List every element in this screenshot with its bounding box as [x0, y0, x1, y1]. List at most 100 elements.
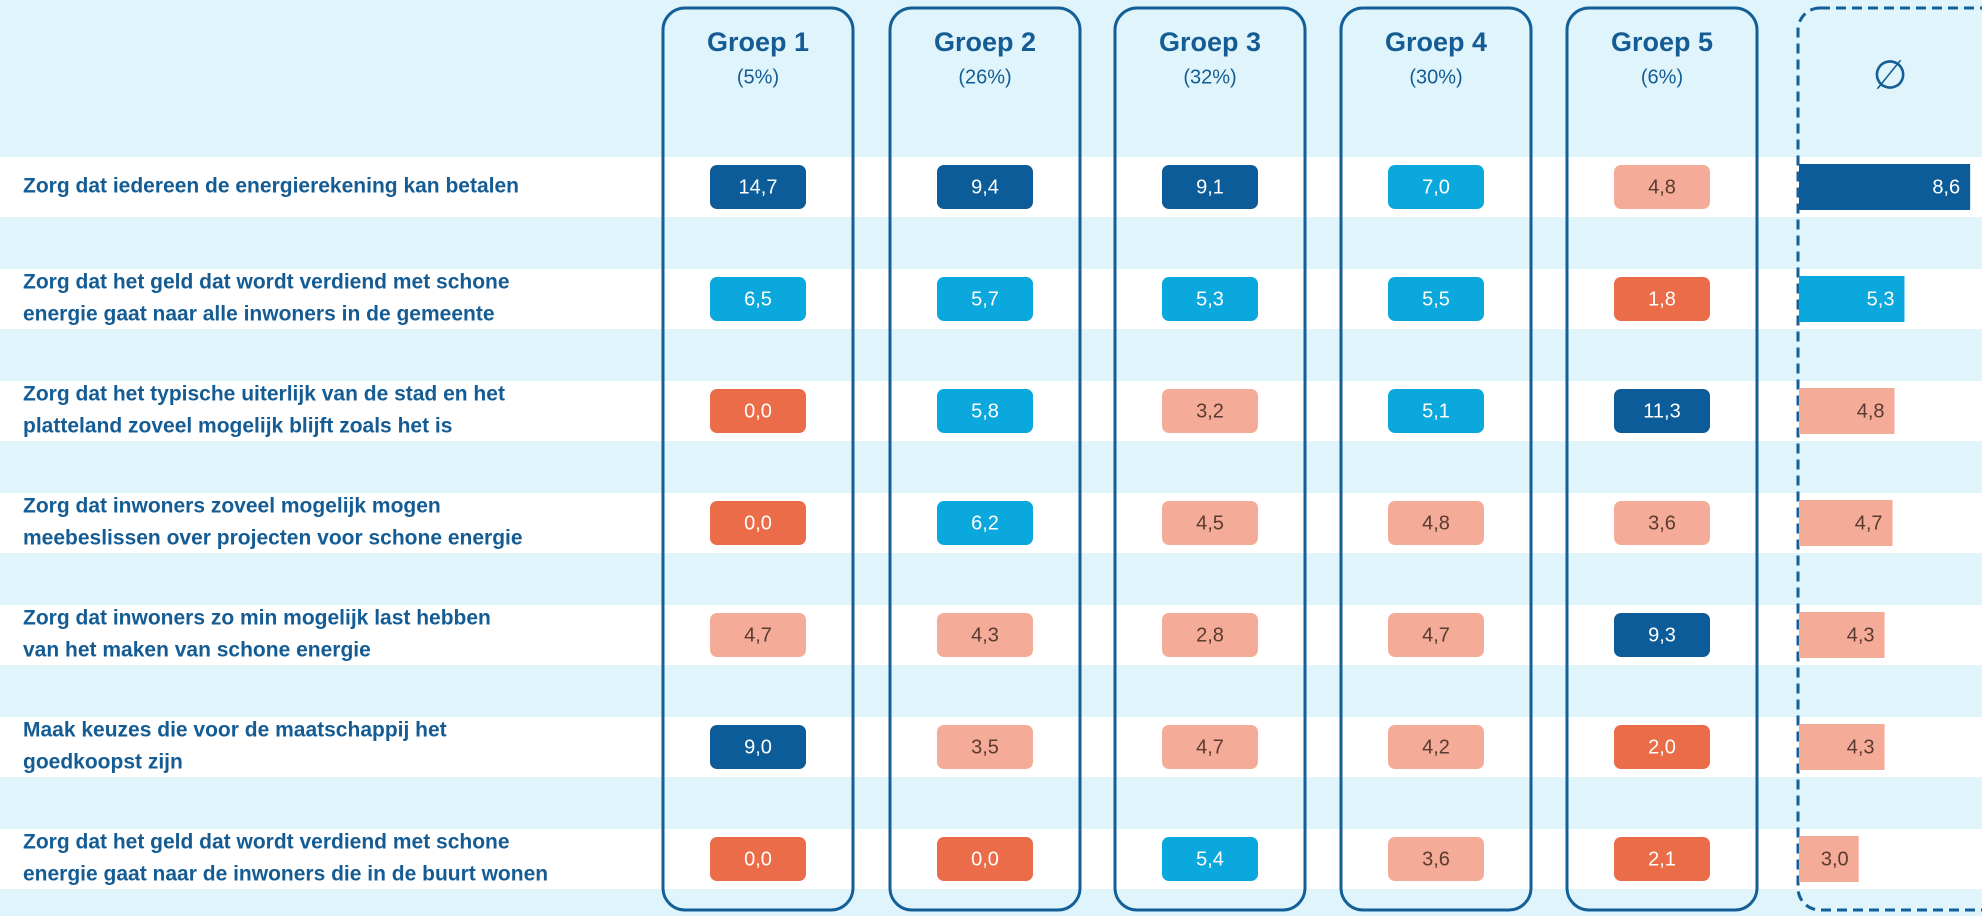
cell-value: 5,8 — [971, 400, 999, 422]
row-label: van het maken van schone energie — [23, 639, 371, 662]
cell — [937, 389, 1033, 433]
cell — [937, 725, 1033, 769]
cell-value: 0,0 — [971, 848, 999, 870]
row-label: energie gaat naar de inwoners die in de … — [23, 863, 548, 886]
cell-value: 5,3 — [1196, 288, 1224, 310]
cell-value: 0,0 — [744, 848, 772, 870]
cell-value: 9,4 — [971, 176, 999, 198]
group-column — [661, 6, 855, 912]
cell-value: 9,1 — [1196, 176, 1224, 198]
cell — [1162, 277, 1258, 321]
cell-value: 4,7 — [1422, 624, 1450, 646]
cell-value: 0,0 — [744, 512, 772, 534]
cell-value: 5,7 — [971, 288, 999, 310]
cell-value: 2,8 — [1196, 624, 1224, 646]
cell-value: 2,0 — [1648, 736, 1676, 758]
cell — [1614, 277, 1710, 321]
cell — [710, 501, 806, 545]
cell — [1162, 837, 1258, 881]
cell — [1614, 837, 1710, 881]
cell-value: 2,1 — [1648, 848, 1676, 870]
group-name: Groep 3 — [1159, 27, 1261, 57]
group-column — [1113, 6, 1307, 912]
average-value: 4,3 — [1847, 624, 1875, 646]
cell-value: 4,8 — [1422, 512, 1450, 534]
cell-value: 4,3 — [971, 624, 999, 646]
group-column — [1339, 6, 1533, 912]
cell — [1162, 501, 1258, 545]
cell — [1388, 165, 1484, 209]
cell — [710, 613, 806, 657]
cell — [1388, 501, 1484, 545]
row-label: goedkoopst zijn — [23, 751, 183, 774]
cell-value: 5,5 — [1422, 288, 1450, 310]
average-bar — [1799, 388, 1895, 434]
row-label: Zorg dat inwoners zoveel mogelijk mogen — [23, 495, 441, 518]
cell-value: 4,2 — [1422, 736, 1450, 758]
cell — [1614, 725, 1710, 769]
group-share: (6%) — [1641, 66, 1683, 88]
cell — [710, 389, 806, 433]
group-name: Groep 1 — [707, 27, 809, 57]
cell — [1162, 165, 1258, 209]
group-column — [888, 6, 1082, 912]
cell-value: 0,0 — [744, 400, 772, 422]
cell-value: 4,7 — [1196, 736, 1224, 758]
cell — [1162, 389, 1258, 433]
cell — [1614, 165, 1710, 209]
row-label: Zorg dat het geld dat wordt verdiend met… — [23, 831, 510, 854]
row-label: Zorg dat inwoners zo min mogelijk last h… — [23, 607, 491, 630]
cell — [710, 165, 806, 209]
average-bar — [1799, 500, 1893, 546]
cell-value: 6,2 — [971, 512, 999, 534]
average-value: 4,8 — [1857, 400, 1885, 422]
average-value: 4,3 — [1847, 736, 1875, 758]
group-column — [1565, 6, 1759, 912]
cell — [937, 613, 1033, 657]
average-column — [1796, 6, 1982, 912]
cell-value: 4,7 — [744, 624, 772, 646]
group-name: Groep 4 — [1385, 27, 1487, 57]
average-bar — [1799, 836, 1859, 882]
group-name: Groep 5 — [1611, 27, 1713, 57]
group-name: Groep 2 — [934, 27, 1036, 57]
cell — [710, 277, 806, 321]
cell — [1388, 613, 1484, 657]
average-value: 3,0 — [1821, 848, 1849, 870]
average-bar — [1799, 276, 1905, 322]
cell — [1388, 725, 1484, 769]
cell-value: 3,6 — [1648, 512, 1676, 534]
cell — [1388, 837, 1484, 881]
cell-value: 3,5 — [971, 736, 999, 758]
average-value: 5,3 — [1867, 288, 1895, 310]
cell — [937, 165, 1033, 209]
cell — [710, 725, 806, 769]
cell-value: 3,6 — [1422, 848, 1450, 870]
row-label: Zorg dat iedereen de energierekening kan… — [23, 175, 519, 198]
cell — [1162, 613, 1258, 657]
cell-value: 9,3 — [1648, 624, 1676, 646]
cell-value: 5,1 — [1422, 400, 1450, 422]
cell — [1162, 725, 1258, 769]
cell-value: 1,8 — [1648, 288, 1676, 310]
row-label: Maak keuzes die voor de maatschappij het — [23, 719, 447, 742]
group-share: (5%) — [737, 66, 779, 88]
cell — [1614, 389, 1710, 433]
cell — [937, 837, 1033, 881]
group-share: (26%) — [958, 66, 1011, 88]
average-bar — [1799, 612, 1885, 658]
cell-value: 4,8 — [1648, 176, 1676, 198]
cell-value: 5,4 — [1196, 848, 1224, 870]
cell-value: 7,0 — [1422, 176, 1450, 198]
cell-value: 4,5 — [1196, 512, 1224, 534]
group-share: (32%) — [1183, 66, 1236, 88]
cell — [1614, 501, 1710, 545]
group-share: (30%) — [1409, 66, 1462, 88]
average-bar — [1799, 724, 1885, 770]
average-value: 8,6 — [1932, 176, 1960, 198]
row-label: Zorg dat het geld dat wordt verdiend met… — [23, 271, 510, 294]
cell — [1614, 613, 1710, 657]
row-label: meebeslissen over projecten voor schone … — [23, 527, 523, 550]
